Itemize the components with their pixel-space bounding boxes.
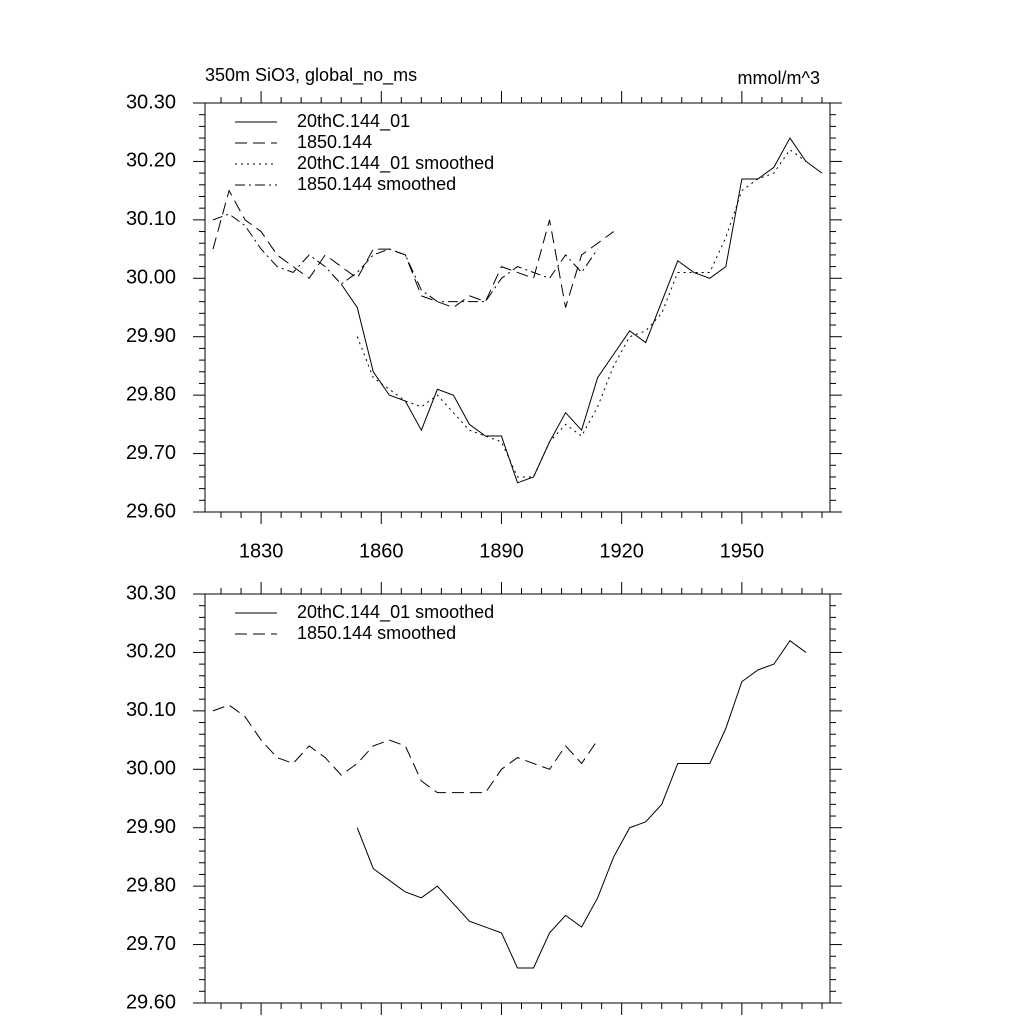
legend-label: 1850.144 xyxy=(297,132,372,152)
series-line xyxy=(356,640,807,969)
x-tick-label: 1890 xyxy=(479,540,524,562)
series-line xyxy=(212,213,599,303)
y-tick-label: 30.30 xyxy=(126,582,176,604)
units-label: mmol/m^3 xyxy=(738,68,820,88)
y-tick-label: 29.70 xyxy=(126,442,176,464)
y-tick-label: 30.30 xyxy=(126,91,176,113)
y-tick-label: 30.20 xyxy=(126,150,176,172)
legend-label: 1850.144 smoothed xyxy=(297,623,456,643)
legend-label: 1850.144 smoothed xyxy=(297,174,456,194)
y-tick-label: 30.10 xyxy=(126,208,176,230)
y-tick-label: 30.20 xyxy=(126,641,176,663)
legend-label: 20thC.144_01 smoothed xyxy=(297,153,494,174)
y-tick-label: 29.60 xyxy=(126,991,176,1013)
y-tick-label: 29.90 xyxy=(126,325,176,347)
x-tick-label: 1830 xyxy=(239,540,284,562)
series-line xyxy=(212,704,599,794)
y-tick-label: 29.80 xyxy=(126,383,176,405)
y-tick-label: 29.60 xyxy=(126,500,176,522)
chart-title: 350m SiO3, global_no_ms xyxy=(205,65,417,86)
y-tick-label: 29.90 xyxy=(126,816,176,838)
plot-frame xyxy=(204,593,831,1004)
x-tick-label: 1860 xyxy=(359,540,404,562)
legend-label: 20thC.144_01 smoothed xyxy=(297,602,494,623)
x-tick-label: 1920 xyxy=(599,540,644,562)
y-tick-label: 29.70 xyxy=(126,933,176,955)
series-line xyxy=(340,137,823,484)
series-line xyxy=(212,189,614,309)
y-tick-label: 29.80 xyxy=(126,874,176,896)
legend-label: 20thC.144_01 xyxy=(297,111,410,132)
y-tick-label: 30.10 xyxy=(126,699,176,721)
y-tick-label: 30.00 xyxy=(126,267,176,289)
y-tick-label: 30.00 xyxy=(126,758,176,780)
plot-frame xyxy=(204,102,831,513)
x-tick-label: 1950 xyxy=(720,540,765,562)
